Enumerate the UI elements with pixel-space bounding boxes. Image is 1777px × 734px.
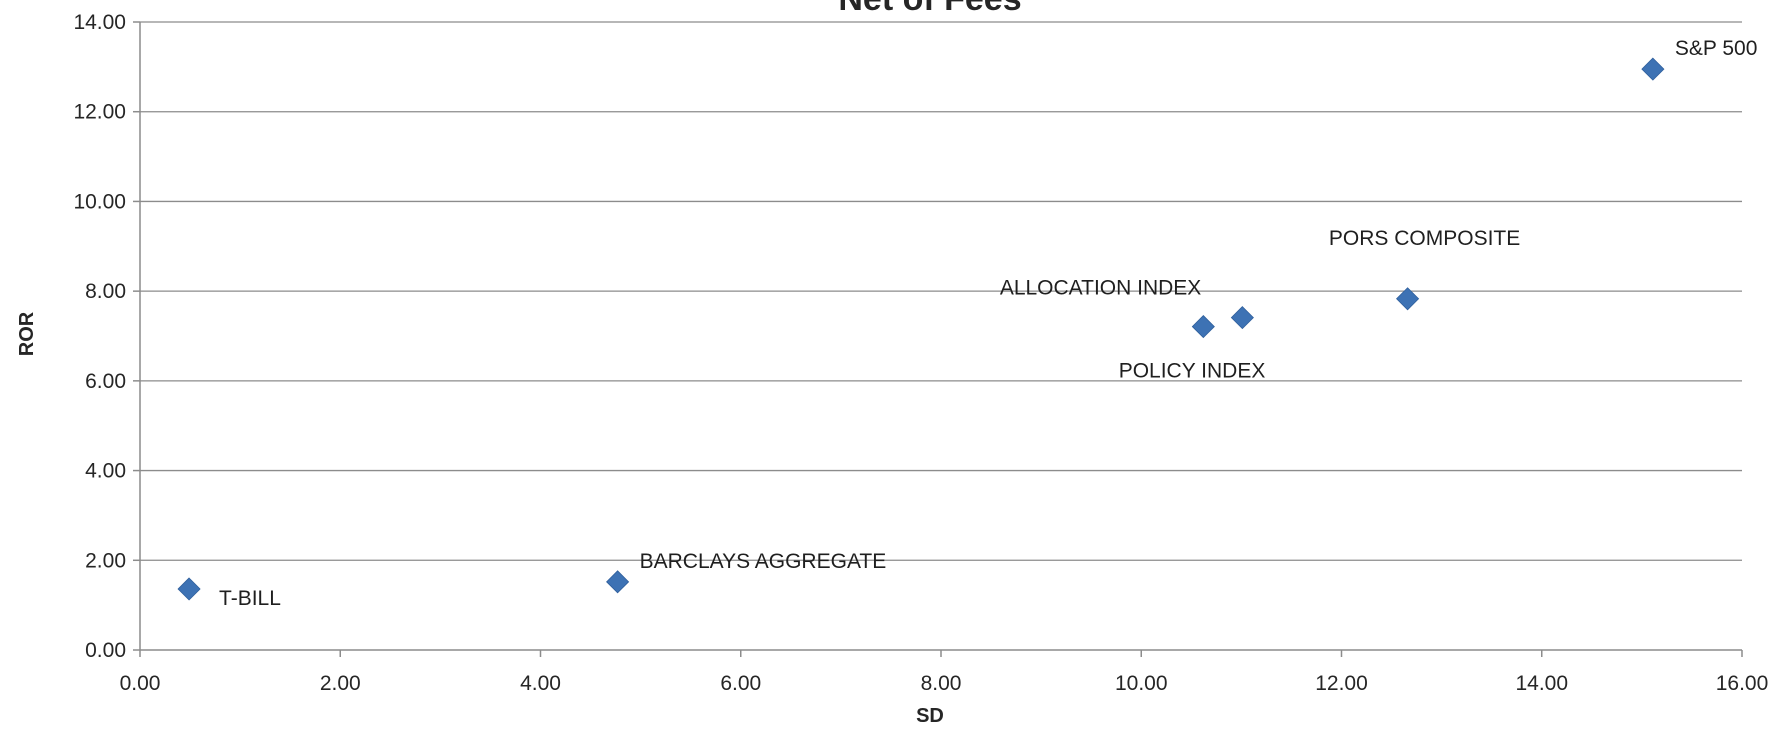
point-layer <box>177 57 1665 601</box>
label-layer: T-BILL BARCLAYS AGGREGATE ALLOCATION INDEX… <box>219 37 1757 610</box>
x-tick-label: 4.00 <box>520 672 561 695</box>
chart-title: Net of Fees <box>838 0 1021 18</box>
y-tick-label: 12.00 <box>73 101 126 124</box>
data-point <box>1191 315 1215 339</box>
point-label: ALLOCATION INDEX <box>1000 277 1202 300</box>
point-label: T-BILL <box>219 587 281 610</box>
data-point <box>606 570 630 594</box>
x-tick-label: 8.00 <box>921 672 962 695</box>
y-tick-label: 6.00 <box>85 370 126 393</box>
x-tick-label: 14.00 <box>1515 672 1568 695</box>
data-point <box>177 577 201 601</box>
data-point <box>1396 287 1420 311</box>
y-tick-label: 14.00 <box>73 11 126 34</box>
x-tick-label: 16.00 <box>1716 672 1769 695</box>
axis-layer: 0.00 2.00 4.00 6.00 8.00 10.00 12.00 14.00 0.00 2… <box>73 11 1768 695</box>
x-tick-label: 0.00 <box>120 672 161 695</box>
grid-layer <box>140 21 1742 561</box>
y-tick-label: 4.00 <box>85 460 126 483</box>
y-tick-label: 8.00 <box>85 280 126 303</box>
y-axis-title: ROR <box>16 311 38 356</box>
x-tick-label: 6.00 <box>720 672 761 695</box>
point-label: BARCLAYS AGGREGATE <box>640 550 887 573</box>
y-tick-label: 10.00 <box>73 190 126 213</box>
x-tick-label: 2.00 <box>320 672 361 695</box>
x-tick-label: 10.00 <box>1115 672 1168 695</box>
data-point <box>1230 306 1254 330</box>
x-tick-label: 12.00 <box>1315 672 1368 695</box>
data-point <box>1641 57 1665 81</box>
y-tick-label: 2.00 <box>85 549 126 572</box>
x-axis-title: SD <box>916 705 944 727</box>
point-label: PORS COMPOSITE <box>1329 227 1520 250</box>
y-tick-label: 0.00 <box>85 639 126 662</box>
point-label: POLICY INDEX <box>1119 360 1266 383</box>
point-label: S&P 500 <box>1675 37 1758 60</box>
